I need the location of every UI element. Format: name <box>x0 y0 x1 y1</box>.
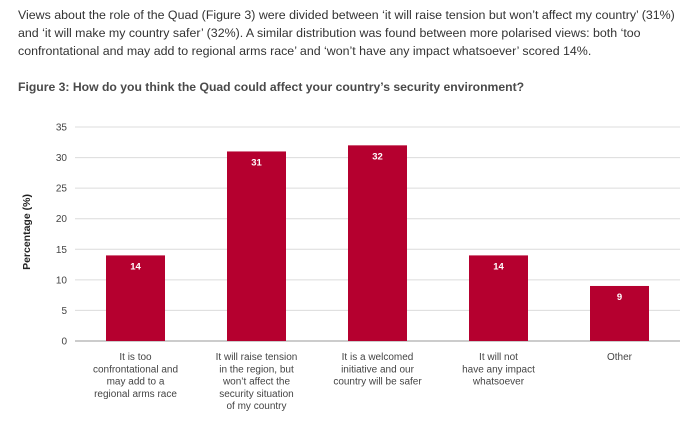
bar-value-label: 14 <box>130 261 141 272</box>
y-tick-label: 30 <box>56 153 68 164</box>
figure-label: Figure 3: <box>18 80 70 94</box>
bar <box>348 145 407 341</box>
y-tick-label: 15 <box>56 245 68 256</box>
bar <box>106 255 165 341</box>
figure-title: Figure 3: How do you think the Quad coul… <box>18 80 688 94</box>
y-tick-label: 35 <box>56 123 68 134</box>
y-tick-label: 25 <box>56 184 68 195</box>
bar-value-label: 9 <box>617 292 622 303</box>
category-label: Other <box>607 352 633 363</box>
y-axis-ticks: 0 5 10 15 20 25 30 35 <box>56 123 68 348</box>
category-label: It will not have any impact whatsoever <box>462 352 535 388</box>
y-tick-label: 0 <box>61 337 67 348</box>
bar <box>227 151 286 341</box>
category-label: It will raise tension in the region, but w… <box>216 352 298 412</box>
bar <box>590 285 649 341</box>
intro-paragraph: Views about the role of the Quad (Figure… <box>18 8 675 58</box>
bar <box>469 255 528 341</box>
value-labels: 14 31 32 14 9 <box>130 151 622 303</box>
y-axis-label: Percentage (%) <box>21 194 33 270</box>
y-tick-label: 20 <box>56 214 68 225</box>
category-label: It is a welcomed initiative and our countr… <box>333 352 422 388</box>
bar-value-label: 14 <box>493 261 504 272</box>
bar-value-label: 32 <box>372 151 383 162</box>
y-tick-label: 5 <box>61 306 67 317</box>
y-tick-label: 10 <box>56 275 68 286</box>
figure-question: How do you think the Quad could affect y… <box>72 80 525 94</box>
bar-value-label: 31 <box>251 157 262 168</box>
bars <box>106 145 649 341</box>
category-label: It is too confrontational and may add to a… <box>93 352 178 400</box>
category-labels: It is too confrontational and may add to a… <box>93 352 633 412</box>
